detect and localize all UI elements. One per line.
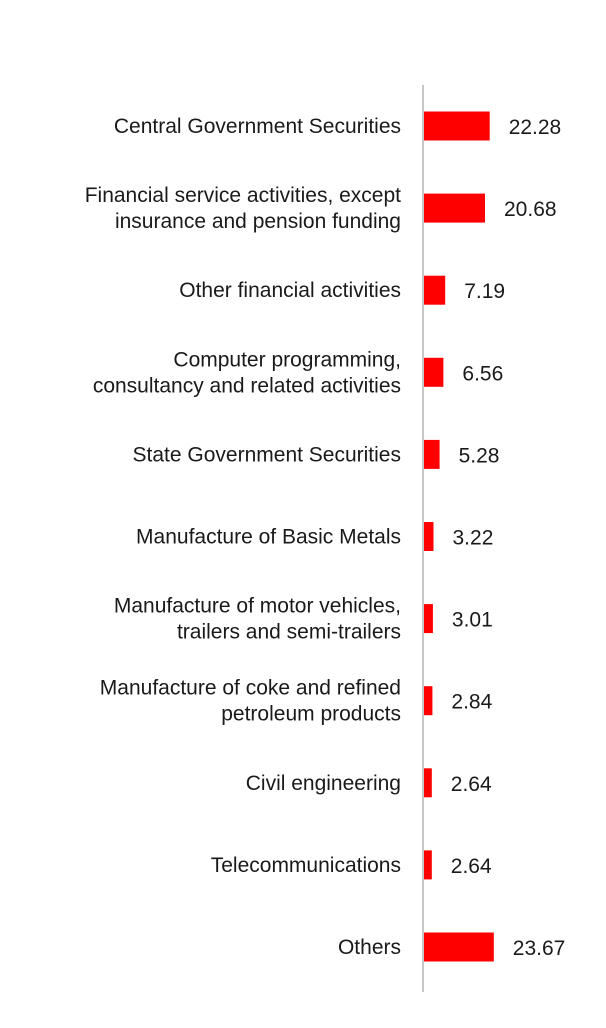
category-label-0: Central Government Securities <box>114 115 401 138</box>
bars-layer <box>424 111 494 962</box>
value-label-7: 2.84 <box>451 691 492 714</box>
category-label-4: State Government Securities <box>133 443 401 466</box>
category-label-8-line-0: Civil engineering <box>246 772 401 795</box>
value-label-5: 3.22 <box>453 527 494 550</box>
category-label-8: Civil engineering <box>246 772 401 795</box>
bar-8 <box>424 768 432 798</box>
category-labels-layer: Central Government Securities Financial s… <box>85 115 401 959</box>
category-label-5-line-0: Manufacture of Basic Metals <box>136 526 401 549</box>
value-label-6: 3.01 <box>452 609 493 632</box>
bar-2 <box>424 275 446 305</box>
value-label-10: 23.67 <box>513 937 566 960</box>
value-label-8: 2.64 <box>451 773 492 796</box>
bar-1 <box>424 193 485 223</box>
category-label-7-line-0: Manufacture of coke and refined <box>100 677 401 700</box>
bar-7 <box>424 686 433 716</box>
category-label-3-line-1: consultancy and related activities <box>93 374 401 397</box>
value-label-0: 22.28 <box>509 116 562 139</box>
category-label-1-line-1: insurance and pension funding <box>115 210 401 233</box>
category-label-0-line-0: Central Government Securities <box>114 115 401 138</box>
category-label-6-line-0: Manufacture of motor vehicles, <box>114 595 401 618</box>
bar-6 <box>424 604 433 634</box>
category-label-2: Other financial activities <box>179 279 401 302</box>
category-label-10: Others <box>338 936 401 959</box>
value-label-9: 2.64 <box>451 855 492 878</box>
category-label-9: Telecommunications <box>211 854 401 877</box>
bar-5 <box>424 522 434 551</box>
category-label-1: Financial service activities, except insu… <box>85 184 401 233</box>
category-label-6: Manufacture of motor vehicles, trailers a… <box>114 595 401 644</box>
category-label-9-line-0: Telecommunications <box>211 854 401 877</box>
category-label-10-line-0: Others <box>338 936 401 959</box>
category-label-7: Manufacture of coke and refined petroleum… <box>100 677 401 726</box>
category-label-3-line-0: Computer programming, <box>173 348 401 371</box>
bar-3 <box>424 357 444 387</box>
bar-0 <box>424 111 490 141</box>
bar-10 <box>424 932 494 962</box>
value-label-1: 20.68 <box>504 198 557 221</box>
bar-9 <box>424 850 432 880</box>
category-label-7-line-1: petroleum products <box>221 703 401 726</box>
value-label-2: 7.19 <box>464 280 505 303</box>
category-label-6-line-1: trailers and semi-trailers <box>177 621 401 644</box>
category-label-5: Manufacture of Basic Metals <box>136 526 401 549</box>
bar-4 <box>424 439 440 469</box>
category-label-2-line-0: Other financial activities <box>179 279 401 302</box>
value-label-4: 5.28 <box>459 444 500 467</box>
value-labels-layer: 22.28 20.68 7.19 6.56 5.28 3.22 3.01 2.84 2.64 2.… <box>451 116 566 960</box>
value-label-3: 6.56 <box>462 362 503 385</box>
category-label-3: Computer programming, consultancy and rel… <box>93 348 401 397</box>
category-label-1-line-0: Financial service activities, except <box>85 184 401 207</box>
category-label-4-line-0: State Government Securities <box>133 443 401 466</box>
